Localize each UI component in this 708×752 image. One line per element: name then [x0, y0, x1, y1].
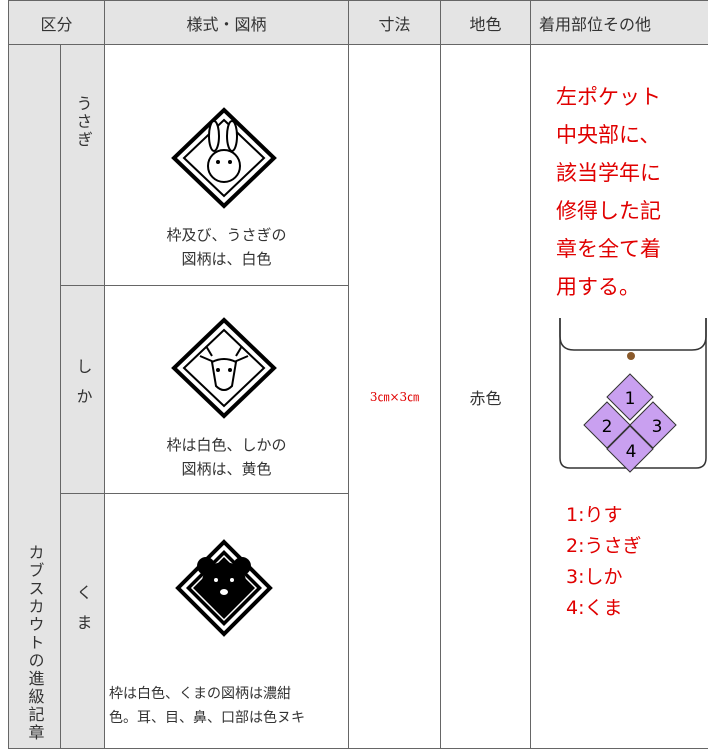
legend-item: 3:しか	[566, 566, 623, 588]
legend-item: 2:うさぎ	[566, 535, 642, 557]
diagram-label: 1	[625, 389, 636, 409]
row-name: しか	[60, 285, 105, 494]
line: 用する。	[556, 275, 640, 299]
rabbit-badge	[171, 107, 277, 209]
line: 該当学年に	[556, 161, 661, 185]
row-name: うさぎ	[60, 44, 105, 286]
line: 修得した記	[556, 199, 661, 223]
diagram-label: 2	[602, 417, 613, 437]
deer-badge	[171, 317, 277, 419]
description: 枠は白色、しかの	[166, 436, 287, 454]
line: 中央部に、	[556, 123, 661, 147]
description: 色。耳、目、鼻、口部は色ヌキ	[109, 710, 305, 726]
row-name: くま	[60, 493, 105, 749]
header-cell: 着用部位その他	[530, 0, 708, 45]
header-cell: 寸法	[348, 0, 441, 45]
description: 枠及び、うさぎの	[166, 226, 287, 244]
header-cell: 区分	[8, 0, 105, 45]
badge-diagram: 1 2 3 4	[583, 373, 677, 473]
diagram-label: 3	[652, 417, 663, 437]
description: 枠は白色、くまの図柄は濃紺	[109, 686, 291, 702]
design-cell: 枠は白色、くまの図柄は濃紺 色。耳、目、鼻、口部は色ヌキ	[104, 493, 349, 749]
group-label: カブスカウトの進級記章	[8, 44, 61, 749]
line: 章を全て着	[556, 237, 661, 261]
wearing-text: 左ポケット 中央部に、 該当学年に 修得した記 章を全て着 用する。	[556, 78, 661, 306]
description: 図柄は、黄色	[181, 460, 272, 478]
legend: 1:りす 2:うさぎ 3:しか 4:くま	[566, 500, 642, 624]
wearing-cell	[530, 44, 708, 749]
legend-item: 4:くま	[566, 597, 623, 619]
bear-badge	[175, 539, 273, 637]
legend-item: 1:りす	[566, 504, 623, 526]
description: 図柄は、白色	[181, 250, 272, 268]
line: 左ポケット	[556, 85, 661, 109]
diagram-label: 4	[626, 442, 637, 462]
